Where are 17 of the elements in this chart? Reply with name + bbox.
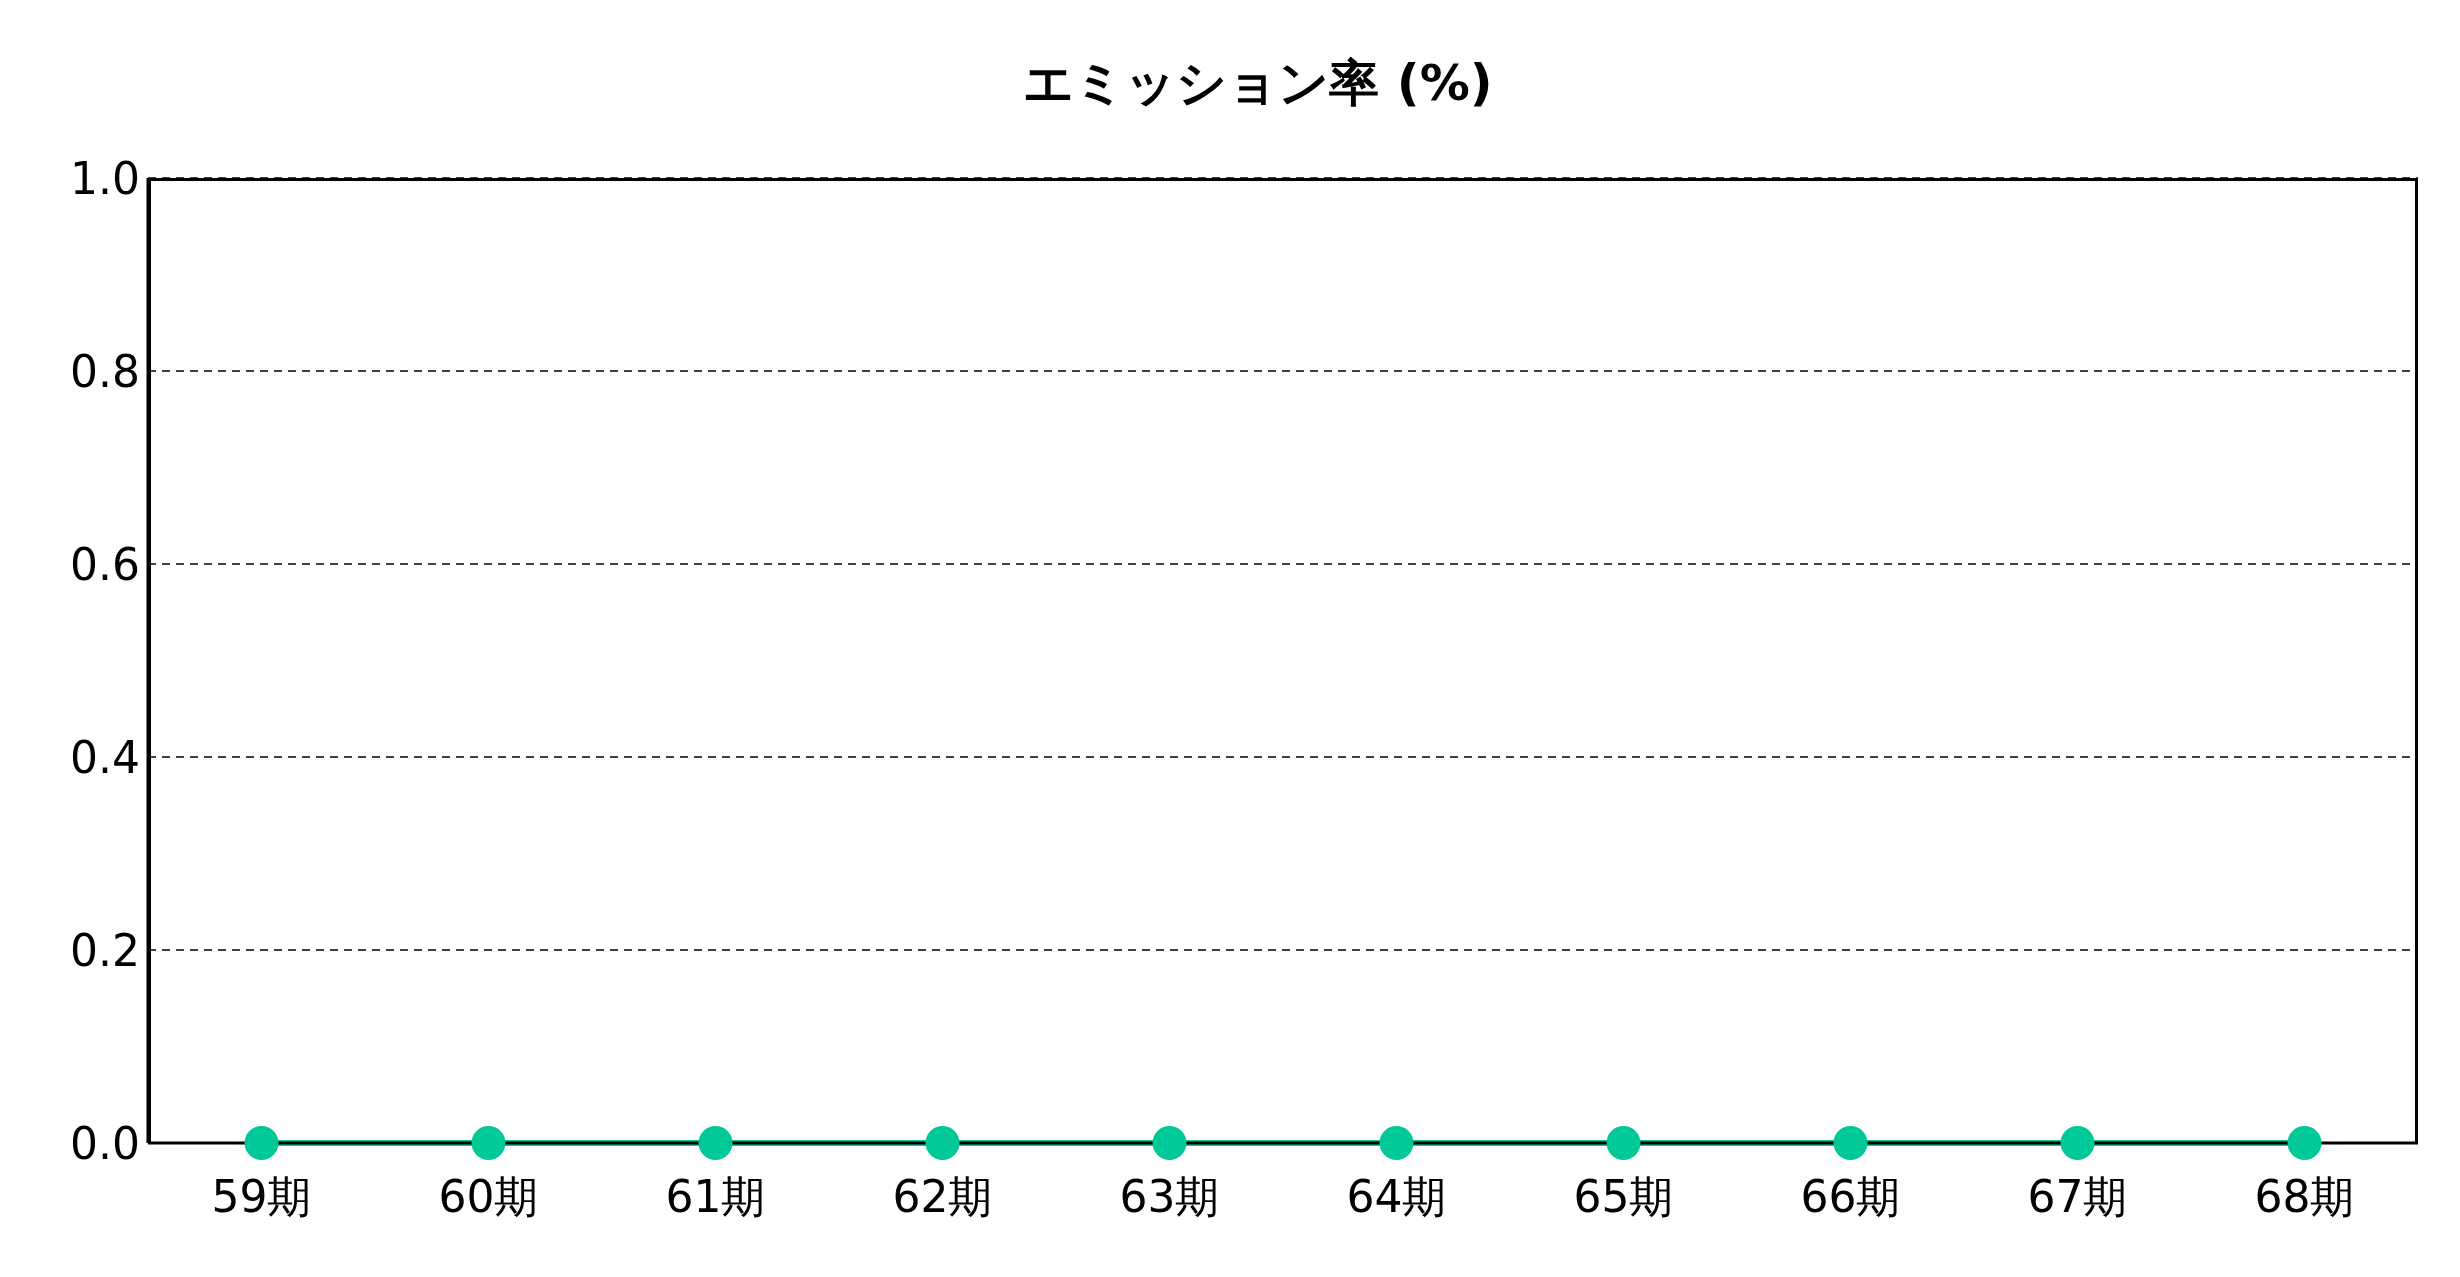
y-tick-label: 0.2 <box>70 924 140 976</box>
x-tick-label: 65期 <box>1573 1171 1674 1223</box>
x-tick-label: 64期 <box>1346 1171 1447 1223</box>
x-tick-label: 59期 <box>211 1171 312 1223</box>
x-tick-label: 66期 <box>1800 1171 1901 1223</box>
y-tick-label: 0.0 <box>70 1117 140 1169</box>
y-tick-label: 0.8 <box>70 345 140 397</box>
chart-title: エミッション率 (%) <box>1022 53 1494 114</box>
x-tick-label: 60期 <box>438 1171 539 1223</box>
y-tick-label: 0.6 <box>70 538 140 590</box>
x-tick-label: 67期 <box>2027 1171 2128 1223</box>
x-tick-label: 63期 <box>1119 1171 1220 1223</box>
y-tick-label: 1.0 <box>70 152 140 204</box>
x-tick-label: 61期 <box>665 1171 766 1223</box>
y-tick-label: 0.4 <box>70 731 140 783</box>
x-tick-label: 62期 <box>892 1171 993 1223</box>
x-tick-label: 68期 <box>2254 1171 2355 1223</box>
